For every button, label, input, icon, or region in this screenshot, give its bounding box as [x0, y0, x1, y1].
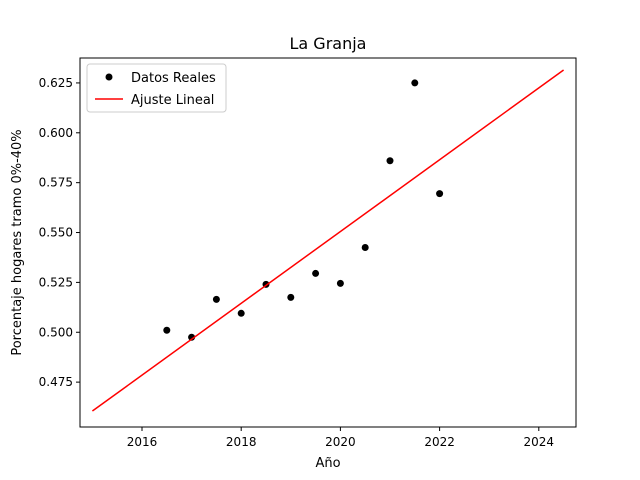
y-tick-label: 0.500 — [39, 325, 73, 339]
y-tick-label: 0.625 — [39, 76, 73, 90]
data-point — [361, 243, 369, 251]
data-point — [336, 279, 344, 287]
y-tick-label: 0.600 — [39, 126, 73, 140]
x-tick-label: 2022 — [424, 435, 455, 449]
data-point — [188, 333, 196, 341]
y-tick-label: 0.575 — [39, 176, 73, 190]
fit-line — [91, 69, 565, 412]
data-point — [312, 269, 320, 277]
y-axis-label: Porcentaje hogares tramo 0%-40% — [10, 129, 25, 355]
data-point — [237, 309, 245, 317]
x-axis-ticks: 2016 2018 2020 2022 2024 — [127, 427, 554, 449]
plot-layer — [91, 69, 565, 412]
data-point — [287, 293, 295, 301]
legend: Datos Reales Ajuste Lineal — [86, 63, 227, 113]
x-tick-label: 2016 — [127, 435, 158, 449]
legend-box — [86, 63, 227, 113]
chart-title: La Granja — [290, 34, 367, 53]
legend-marker-swatch — [105, 73, 113, 81]
legend-entry-label: Datos Reales — [131, 71, 216, 86]
plot-frame — [79, 57, 577, 428]
y-tick-label: 0.475 — [39, 375, 73, 389]
x-axis-label: Año — [315, 456, 340, 471]
x-tick-label: 2020 — [325, 435, 356, 449]
x-tick-label: 2024 — [524, 435, 555, 449]
legend-entry-label: Ajuste Lineal — [131, 93, 214, 108]
data-point — [411, 79, 419, 87]
x-tick-label: 2018 — [226, 435, 257, 449]
data-point — [386, 157, 394, 165]
y-tick-label: 0.525 — [39, 275, 73, 289]
data-point — [212, 295, 220, 303]
data-point — [436, 190, 444, 198]
y-tick-label: 0.550 — [39, 226, 73, 240]
y-axis-ticks: 0.475 0.500 0.525 0.550 0.575 0.600 0.625 — [39, 76, 80, 389]
data-point — [163, 326, 171, 334]
